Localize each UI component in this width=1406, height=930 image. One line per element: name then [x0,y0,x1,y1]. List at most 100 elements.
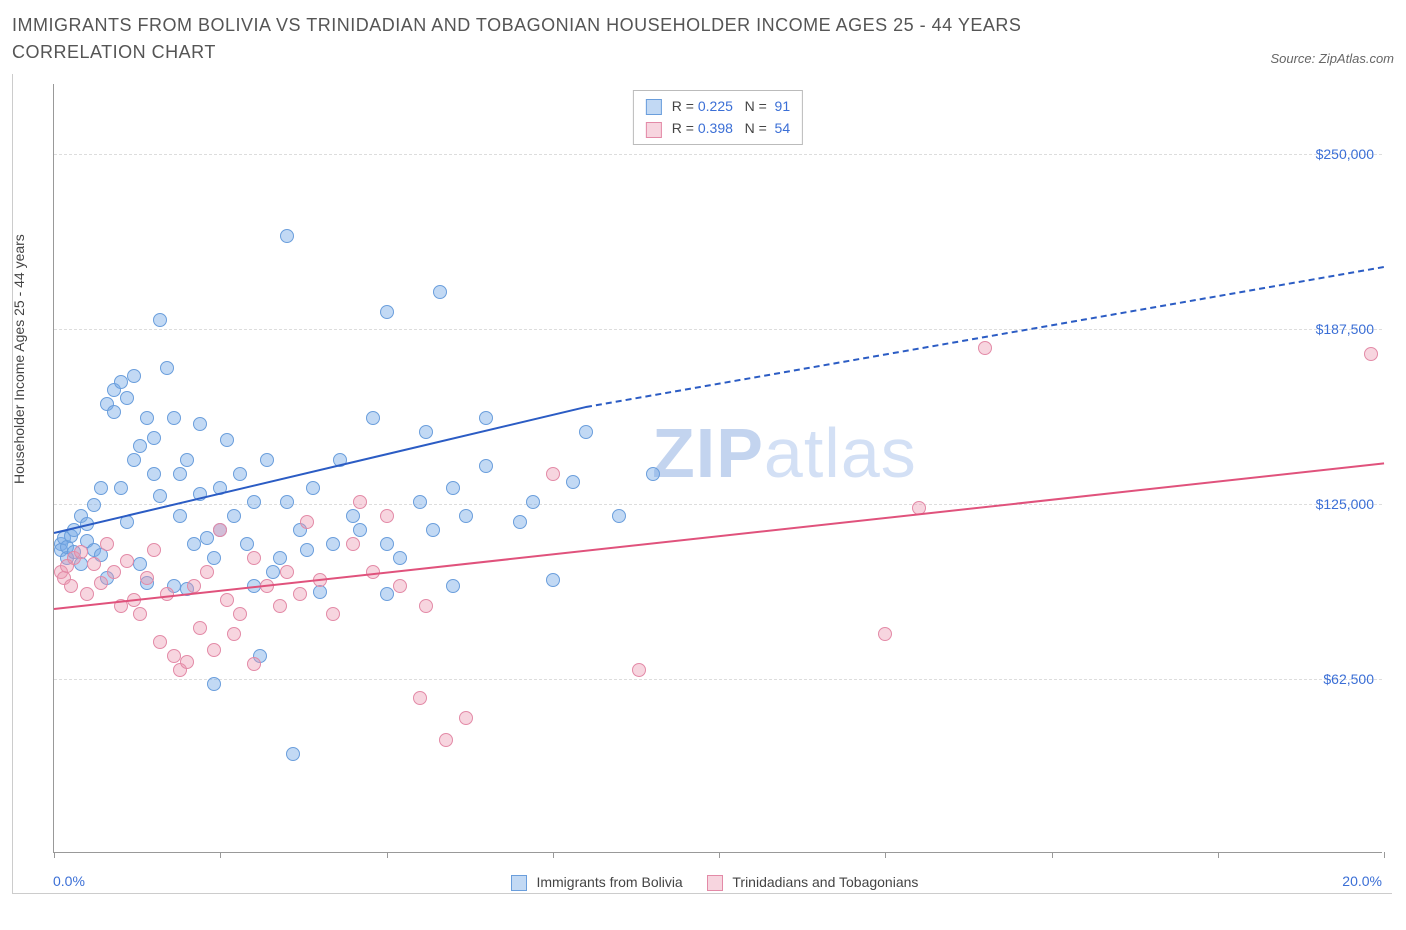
data-point [187,537,201,551]
data-point [419,599,433,613]
data-point [426,523,440,537]
data-point [64,579,78,593]
data-point [326,607,340,621]
data-point [133,557,147,571]
data-point [193,417,207,431]
data-point [114,481,128,495]
data-point [147,543,161,557]
trend-line [54,406,586,534]
x-tick [719,852,720,858]
data-point [446,481,460,495]
watermark: ZIPatlas [652,413,917,493]
data-point [167,649,181,663]
data-point [439,733,453,747]
data-point [380,509,394,523]
bottom-legend: Immigrants from Bolivia Trinidadians and… [13,874,1392,891]
data-point [227,627,241,641]
data-point [612,509,626,523]
y-tick-label: $62,500 [1323,671,1374,687]
data-point [213,523,227,537]
data-point [446,579,460,593]
data-point [393,579,407,593]
stat-r-value: 0.225 [698,98,733,114]
data-point [220,593,234,607]
data-point [513,515,527,529]
data-point [87,557,101,571]
stats-row: R = 0.398 N = 54 [646,117,790,139]
data-point [280,565,294,579]
data-point [200,565,214,579]
data-point [326,537,340,551]
data-point [366,411,380,425]
data-point [280,229,294,243]
x-tick [387,852,388,858]
data-point [978,341,992,355]
data-point [107,565,121,579]
data-point [546,467,560,481]
gridline [54,329,1382,330]
data-point [300,515,314,529]
data-point [233,467,247,481]
data-point [94,576,108,590]
data-point [280,495,294,509]
data-point [153,635,167,649]
data-point [526,495,540,509]
data-point [114,375,128,389]
data-point [120,554,134,568]
y-tick-label: $187,500 [1316,321,1374,337]
data-point [413,495,427,509]
data-point [286,747,300,761]
data-point [380,537,394,551]
stat-n-value: 91 [775,98,791,114]
legend-label: Immigrants from Bolivia [533,874,683,890]
data-point [479,411,493,425]
data-point [632,663,646,677]
stat-r-label: R = [672,98,694,114]
x-tick [885,852,886,858]
data-point [153,313,167,327]
data-point [353,495,367,509]
data-point [247,551,261,565]
data-point [140,411,154,425]
data-point [393,551,407,565]
stat-n-value: 54 [775,120,791,136]
stat-n-label: N = [745,98,767,114]
data-point [207,677,221,691]
trend-line [586,266,1384,408]
data-point [200,531,214,545]
legend-swatch [511,875,527,891]
data-point [227,509,241,523]
data-point [233,607,247,621]
y-axis-label: Householder Income Ages 25 - 44 years [11,234,27,484]
data-point [107,405,121,419]
data-point [247,495,261,509]
data-point [187,579,201,593]
data-point [459,509,473,523]
data-point [127,369,141,383]
x-tick [220,852,221,858]
data-point [419,425,433,439]
data-point [173,509,187,523]
data-point [140,571,154,585]
data-point [479,459,493,473]
data-point [240,537,254,551]
data-point [220,433,234,447]
legend-swatch [646,99,662,115]
x-tick [1052,852,1053,858]
data-point [160,361,174,375]
x-tick [54,852,55,858]
data-point [579,425,593,439]
gridline [54,154,1382,155]
data-point [413,691,427,705]
data-point [459,711,473,725]
data-point [346,537,360,551]
legend-swatch [646,122,662,138]
data-point [193,621,207,635]
data-point [167,411,181,425]
data-point [878,627,892,641]
data-point [120,391,134,405]
data-point [566,475,580,489]
data-point [546,573,560,587]
x-tick [1218,852,1219,858]
data-point [94,481,108,495]
